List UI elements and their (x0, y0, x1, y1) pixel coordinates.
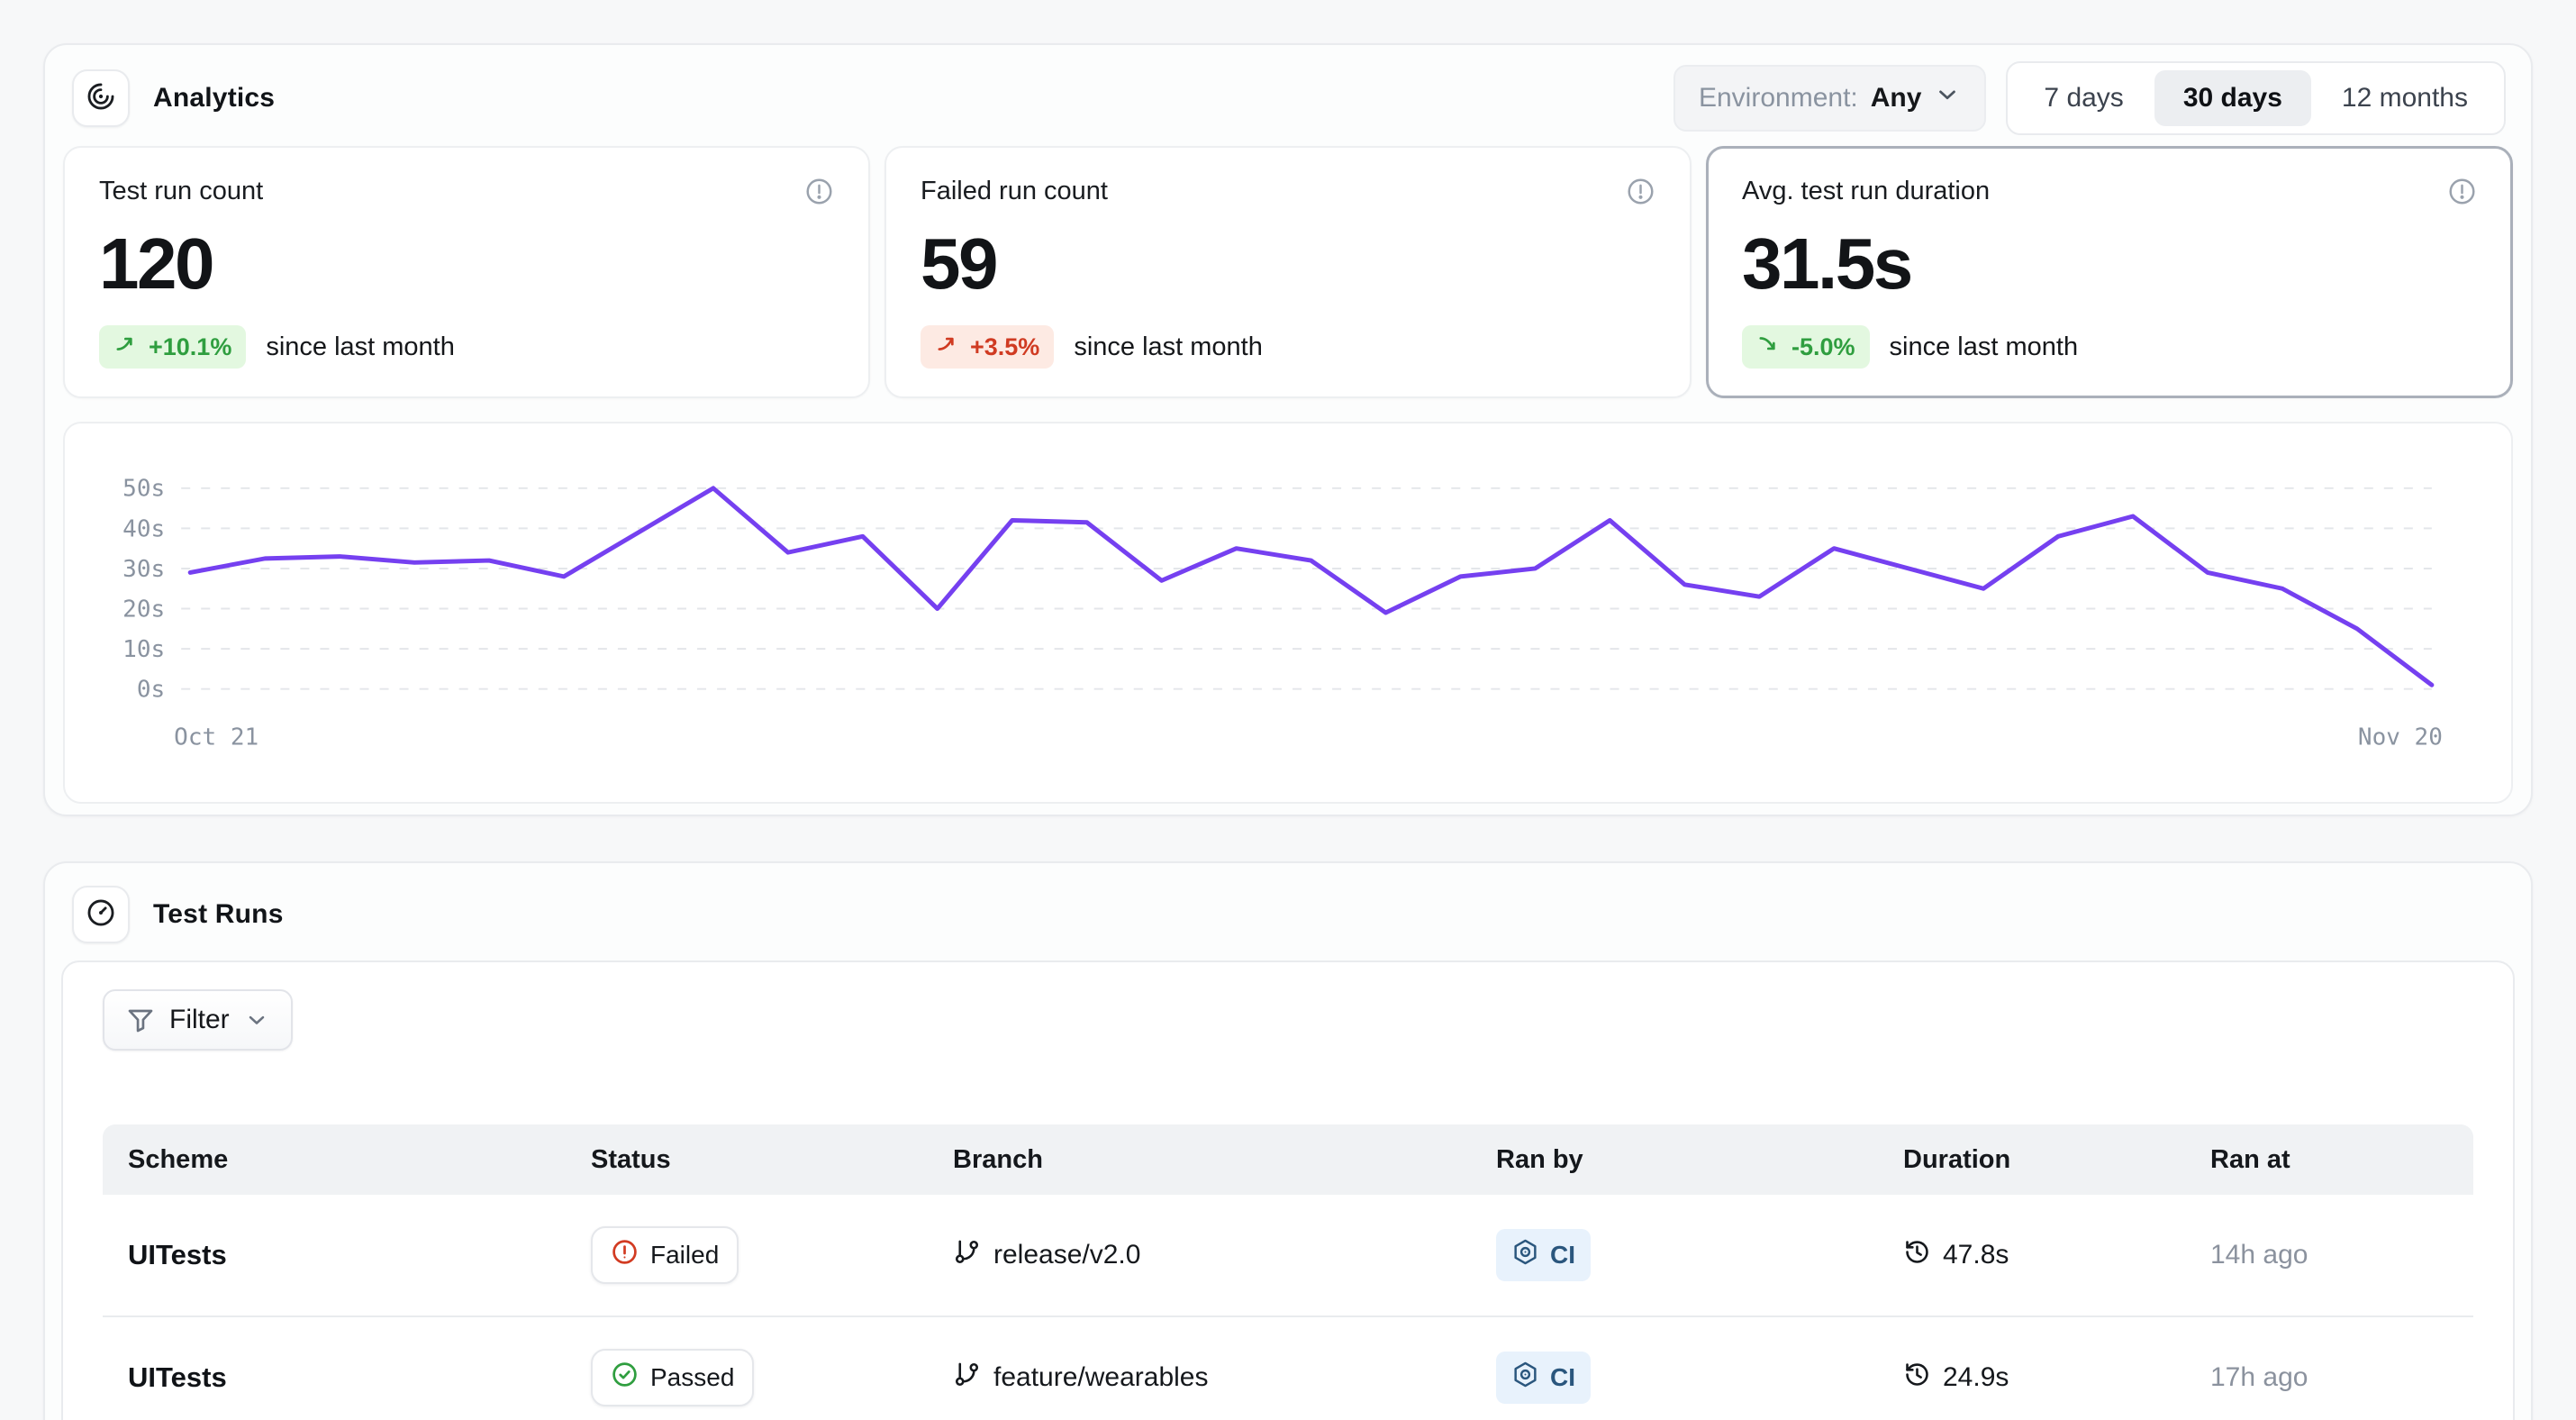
y-axis-tick: 30s (122, 556, 165, 583)
duration-value: 24.9s (1943, 1362, 2009, 1392)
delta-note: since last month (1074, 332, 1263, 361)
trend-badge: -5.0% (1742, 325, 1870, 369)
stat-cards: Test run count 120 +10.1% since last mon… (61, 146, 2515, 398)
environment-value: Any (1870, 83, 1922, 113)
branch-name: release/v2.0 (993, 1240, 1141, 1270)
filter-funnel-icon (126, 1006, 155, 1034)
stat-card-title: Avg. test run duration (1742, 177, 1991, 205)
stat-card-failed-run-count[interactable]: Failed run count 59 +3.5% since last mon… (884, 146, 1692, 398)
ran-by-badge: CI (1496, 1352, 1591, 1404)
timer-history-icon (1903, 1361, 1931, 1396)
test-runs-icon-tile (72, 886, 130, 943)
range-30-days[interactable]: 30 days (2154, 70, 2311, 126)
gauge-icon (86, 897, 116, 933)
ci-hexagon-icon (1511, 1238, 1539, 1272)
filter-label: Filter (169, 1005, 230, 1034)
range-7-days[interactable]: 7 days (2015, 70, 2152, 126)
ran-by-label: CI (1550, 1241, 1575, 1269)
chevron-down-icon (1934, 81, 1961, 115)
info-icon[interactable] (2447, 177, 2477, 206)
scheme-cell: UITests (128, 1361, 227, 1393)
analytics-icon-tile (72, 69, 130, 127)
check-circle-icon (611, 1361, 639, 1395)
info-icon[interactable] (1626, 177, 1655, 206)
duration-cell: 47.8s (1903, 1238, 2210, 1273)
duration-cell: 24.9s (1903, 1361, 2210, 1396)
column-header-ran-by: Ran by (1496, 1144, 1583, 1174)
status-badge-failed: Failed (591, 1226, 739, 1284)
delta-note: since last month (266, 332, 455, 361)
duration-chart: 0s 10s 20s 30s 40s 50s Oct 21 Nov 20 (63, 422, 2513, 804)
column-header-scheme: Scheme (128, 1144, 229, 1174)
trend-badge: +3.5% (921, 325, 1055, 369)
test-runs-card: Filter Scheme Status Branch Ran by Durat… (61, 960, 2515, 1420)
analytics-title: Analytics (153, 83, 276, 113)
stat-card-value: 31.5s (1742, 223, 1913, 304)
chart-line (187, 486, 2435, 687)
stat-card-title: Test run count (99, 177, 264, 205)
timer-history-icon (1903, 1238, 1931, 1273)
analytics-panel: Analytics Environment: Any 7 days 30 day… (43, 43, 2533, 816)
column-header-duration: Duration (1903, 1144, 2011, 1174)
git-branch-icon (953, 1361, 981, 1396)
y-axis-tick: 10s (122, 636, 165, 663)
trend-delta: +3.5% (970, 332, 1040, 360)
x-axis-end-label: Nov 20 (2358, 724, 2443, 751)
test-runs-title: Test Runs (153, 899, 284, 929)
stat-card-test-run-count[interactable]: Test run count 120 +10.1% since last mon… (63, 146, 870, 398)
analytics-header: Analytics Environment: Any 7 days 30 day… (61, 61, 2515, 135)
table-row[interactable]: UITests Passed (103, 1317, 2473, 1420)
stat-card-value: 59 (921, 223, 998, 304)
column-header-ran-at: Ran at (2210, 1144, 2290, 1174)
y-axis-tick: 50s (122, 476, 165, 503)
status-label: Failed (650, 1241, 720, 1269)
ran-at-cell: 14h ago (2210, 1240, 2308, 1270)
trending-down-icon (1756, 331, 1782, 363)
status-badge-passed: Passed (591, 1349, 755, 1406)
trending-up-icon (113, 331, 140, 363)
delta-note: since last month (1889, 332, 2079, 361)
chevron-down-icon (244, 1007, 269, 1033)
y-axis-tick: 0s (137, 677, 165, 704)
ran-at-cell: 17h ago (2210, 1362, 2308, 1392)
y-axis-tick: 20s (122, 596, 165, 624)
x-axis-start-label: Oct 21 (174, 724, 259, 751)
stat-card-value: 120 (99, 223, 214, 304)
date-range-switcher: 7 days 30 days 12 months (2006, 61, 2506, 135)
filter-button[interactable]: Filter (103, 989, 293, 1051)
scheme-cell: UITests (128, 1239, 227, 1270)
test-runs-panel: Test Runs Filter Scheme Status Branch Ra… (43, 861, 2533, 1420)
ran-by-badge: CI (1496, 1229, 1591, 1281)
trend-badge: +10.1% (99, 325, 247, 369)
analytics-spiral-icon (86, 81, 116, 116)
y-axis-tick: 40s (122, 515, 165, 542)
branch-name: feature/wearables (993, 1362, 1209, 1392)
range-12-months[interactable]: 12 months (2313, 70, 2497, 126)
ran-by-label: CI (1550, 1363, 1575, 1391)
trend-delta: -5.0% (1791, 332, 1855, 360)
column-header-branch: Branch (953, 1144, 1043, 1174)
info-icon[interactable] (804, 177, 834, 206)
ci-hexagon-icon (1511, 1361, 1539, 1395)
environment-label: Environment: (1698, 83, 1858, 113)
branch-cell: feature/wearables (953, 1361, 1496, 1396)
table-row[interactable]: UITests Failed (103, 1195, 2473, 1317)
branch-cell: release/v2.0 (953, 1238, 1496, 1273)
table-header-row: Scheme Status Branch Ran by Duration Ran… (103, 1124, 2473, 1195)
stat-card-avg-test-run-duration[interactable]: Avg. test run duration 31.5s -5.0% since… (1706, 146, 2513, 398)
dashboard: Analytics Environment: Any 7 days 30 day… (43, 43, 2533, 1420)
environment-select[interactable]: Environment: Any (1673, 65, 1987, 132)
status-label: Passed (650, 1363, 735, 1391)
duration-chart-svg: 0s 10s 20s 30s 40s 50s Oct 21 Nov 20 (122, 476, 2443, 751)
test-runs-table: Scheme Status Branch Ran by Duration Ran… (103, 1124, 2473, 1420)
column-header-status: Status (591, 1144, 671, 1174)
test-runs-header: Test Runs (61, 883, 2515, 946)
trending-up-icon (935, 331, 961, 363)
alert-circle-icon (611, 1238, 639, 1272)
trend-delta: +10.1% (149, 332, 232, 360)
stat-card-title: Failed run count (921, 177, 1108, 205)
duration-value: 47.8s (1943, 1240, 2009, 1270)
git-branch-icon (953, 1238, 981, 1273)
